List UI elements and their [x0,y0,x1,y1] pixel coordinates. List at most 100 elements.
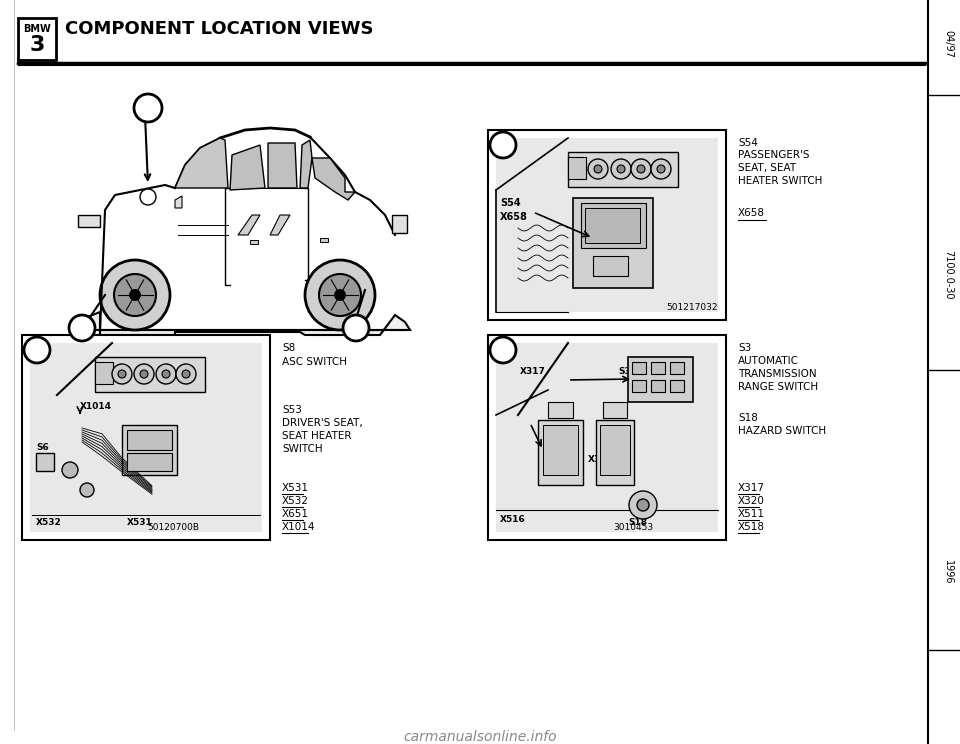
Text: S3: S3 [738,343,752,353]
Text: X658: X658 [738,208,765,218]
Text: X651: X651 [282,509,309,519]
Bar [581,203,646,248]
Text: X531: X531 [127,518,153,527]
Bar [538,420,583,485]
Text: 2: 2 [77,321,86,335]
Text: 3: 3 [498,343,508,357]
Text: SEAT, SEAT: SEAT, SEAT [738,163,796,173]
Bar [250,240,258,244]
Circle shape [490,337,516,363]
Bar [600,425,630,475]
Text: 3: 3 [30,35,45,55]
Circle shape [118,370,126,378]
Text: 3: 3 [351,321,361,335]
Text: X1014: X1014 [80,402,112,411]
Text: X320: X320 [588,455,613,464]
Text: ASC SWITCH: ASC SWITCH [282,357,347,367]
Text: 1996: 1996 [943,560,953,585]
Text: RANGE SWITCH: RANGE SWITCH [738,382,818,392]
Circle shape [62,462,78,478]
Circle shape [114,274,156,316]
Bar [632,362,646,374]
Bar [496,138,718,312]
Circle shape [637,165,645,173]
Text: X1014: X1014 [282,522,316,532]
Polygon shape [268,143,297,188]
Bar [670,362,684,374]
Text: X511: X511 [636,367,661,376]
Text: PASSENGER'S: PASSENGER'S [738,150,809,160]
Circle shape [182,370,190,378]
Polygon shape [238,215,260,235]
Text: 3010453: 3010453 [613,523,653,532]
Text: S18: S18 [738,413,757,423]
Circle shape [631,159,651,179]
Circle shape [611,159,631,179]
Bar [122,425,177,475]
Text: S53: S53 [127,440,146,449]
Circle shape [594,165,602,173]
Circle shape [80,483,94,497]
Bar [496,343,718,532]
Bar [628,357,693,402]
Circle shape [343,315,369,341]
Bar [320,238,328,242]
Text: HAZARD SWITCH: HAZARD SWITCH [738,426,827,436]
Text: 1: 1 [143,100,154,115]
Polygon shape [230,145,265,190]
Text: S3: S3 [618,367,631,376]
Circle shape [305,260,375,330]
Text: X511: X511 [738,509,765,519]
Text: TRANSMISSION: TRANSMISSION [738,369,817,379]
Text: X531: X531 [282,483,309,493]
Bar [596,420,634,485]
Text: DRIVER'S SEAT,: DRIVER'S SEAT, [282,418,363,428]
Polygon shape [270,215,290,235]
Circle shape [629,491,657,519]
Bar [95,362,113,384]
Text: X516: X516 [500,515,526,524]
Text: X532: X532 [36,518,61,527]
Text: S53: S53 [282,405,301,415]
Bar [127,453,172,471]
Polygon shape [300,140,312,188]
Circle shape [156,364,176,384]
Circle shape [651,159,671,179]
Circle shape [162,370,170,378]
Bar [488,130,726,320]
Bar [585,208,640,243]
Text: 1: 1 [498,138,508,152]
Text: HEATER SWITCH: HEATER SWITCH [738,176,823,186]
Text: S54: S54 [738,138,757,148]
Circle shape [140,189,156,205]
Circle shape [140,370,148,378]
Bar [632,380,646,392]
Text: S6: S6 [36,443,49,452]
Text: 2: 2 [32,343,42,357]
Text: SEAT HEATER: SEAT HEATER [282,431,351,441]
Circle shape [176,364,196,384]
Circle shape [130,289,140,301]
Polygon shape [175,138,228,188]
Circle shape [24,337,50,363]
Text: SWITCH: SWITCH [282,444,323,454]
Text: COMPONENT LOCATION VIEWS: COMPONENT LOCATION VIEWS [65,20,373,38]
Circle shape [112,364,132,384]
Bar [488,335,726,540]
Bar [127,430,172,450]
Bar [22,335,270,540]
Polygon shape [175,196,182,208]
Bar [78,215,100,227]
Bar [18,18,56,60]
Bar [543,425,578,475]
Bar [593,256,628,276]
Circle shape [134,94,162,122]
Text: S54: S54 [500,198,520,208]
Text: S8: S8 [282,343,296,353]
Bar [568,157,586,179]
Circle shape [617,165,625,173]
Bar [392,215,407,233]
Polygon shape [312,158,355,200]
Text: X317: X317 [738,483,765,493]
Bar [30,343,262,532]
